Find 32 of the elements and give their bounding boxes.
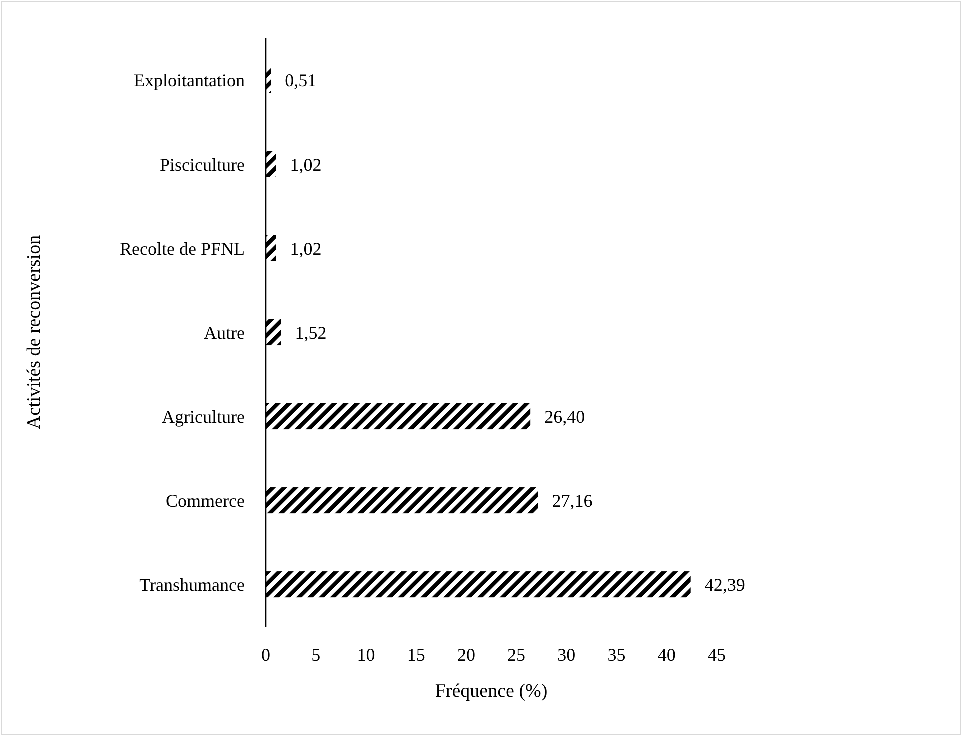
- x-tick-label: 45: [708, 645, 726, 665]
- y-tick-label: Recolte de PFNL: [120, 238, 245, 259]
- data-label: 42,39: [704, 574, 746, 595]
- bar: [266, 572, 691, 598]
- bar: [266, 488, 538, 514]
- data-label: 1,02: [290, 154, 322, 175]
- x-tick-label: 0: [262, 645, 270, 665]
- x-tick-label: 5: [312, 645, 321, 665]
- x-tick-label: 35: [608, 645, 626, 665]
- bar: [266, 404, 531, 430]
- x-axis-title: Fréquence (%): [435, 681, 548, 702]
- x-tick-label: 30: [558, 645, 576, 665]
- data-label: 27,16: [552, 490, 593, 511]
- y-tick-label: Exploitantation: [134, 70, 245, 91]
- x-tick-label: 15: [407, 645, 426, 665]
- x-tick-label: 20: [457, 645, 476, 665]
- y-tick-label: Agriculture: [162, 406, 246, 427]
- bar: [266, 235, 276, 262]
- x-tick-label: 25: [508, 645, 526, 665]
- data-label: 1,02: [290, 238, 322, 259]
- data-label: 26,40: [544, 406, 586, 427]
- y-tick-label: Pisciculture: [160, 154, 246, 175]
- x-tick-label: 10: [357, 645, 376, 665]
- y-tick-label: Autre: [204, 322, 246, 343]
- bar: [266, 319, 282, 346]
- y-axis-title: Activités de reconversion: [24, 234, 45, 430]
- y-tick-label: Transhumance: [140, 574, 245, 595]
- y-tick-label: Commerce: [166, 490, 245, 511]
- data-label: 0,51: [285, 70, 317, 91]
- bar: [266, 151, 276, 178]
- x-tick-label: 40: [658, 645, 676, 665]
- data-label: 1,52: [295, 322, 327, 343]
